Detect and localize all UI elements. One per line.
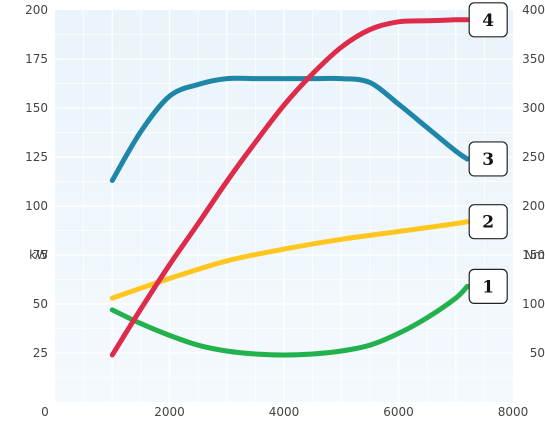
callout-box [468, 2, 508, 38]
callout-layer: 4 3 2 1 [468, 2, 508, 304]
y-right-tick-label: 350 [522, 52, 545, 66]
callout-label: 3 [482, 150, 494, 170]
series-line-3 [109, 75, 470, 183]
y-left-tick-label: 25 [33, 346, 48, 360]
y-right-tick-label: 250 [522, 150, 545, 164]
y-left-tick-label: 200 [25, 3, 48, 17]
callout-3: 3 [468, 141, 508, 177]
y-right-tick-label: 300 [522, 101, 545, 115]
series-line-4 [109, 17, 470, 358]
y-right-tick-label: 200 [522, 199, 545, 213]
callout-4: 4 [468, 2, 508, 38]
callout-box [468, 268, 508, 304]
origin-tick-label: 0 [41, 405, 49, 419]
y-right-tick-label: 150 [522, 248, 545, 262]
callout-label: 1 [482, 277, 494, 297]
series-line-2 [109, 219, 470, 301]
y-left-tick-label: 50 [33, 297, 48, 311]
callout-box [468, 141, 508, 177]
y-right-axis-label: Nm [524, 248, 545, 262]
y-right-tick-label: 100 [522, 297, 545, 311]
callout-2: 2 [468, 204, 508, 240]
y-left-tick-label: 75 [33, 248, 48, 262]
series-layer [109, 17, 470, 358]
callout-1: 1 [468, 268, 508, 304]
y-left-axis-label: kW [29, 248, 48, 262]
y-left-tick-label: 175 [25, 52, 48, 66]
y-left-tick-label: 125 [25, 150, 48, 164]
x-tick-label: 4000 [269, 405, 300, 419]
x-tick-label: 2000 [154, 405, 185, 419]
callout-label: 2 [482, 213, 494, 233]
y-left-tick-label: 150 [25, 101, 48, 115]
callout-label: 4 [482, 11, 494, 31]
callout-box [468, 204, 508, 240]
x-tick-label: 6000 [383, 405, 414, 419]
y-left-tick-label: 100 [25, 199, 48, 213]
y-right-tick-label: 400 [522, 3, 545, 17]
x-tick-label: 8000 [498, 405, 529, 419]
y-right-tick-label: 50 [530, 346, 545, 360]
series-line-1 [109, 283, 470, 358]
